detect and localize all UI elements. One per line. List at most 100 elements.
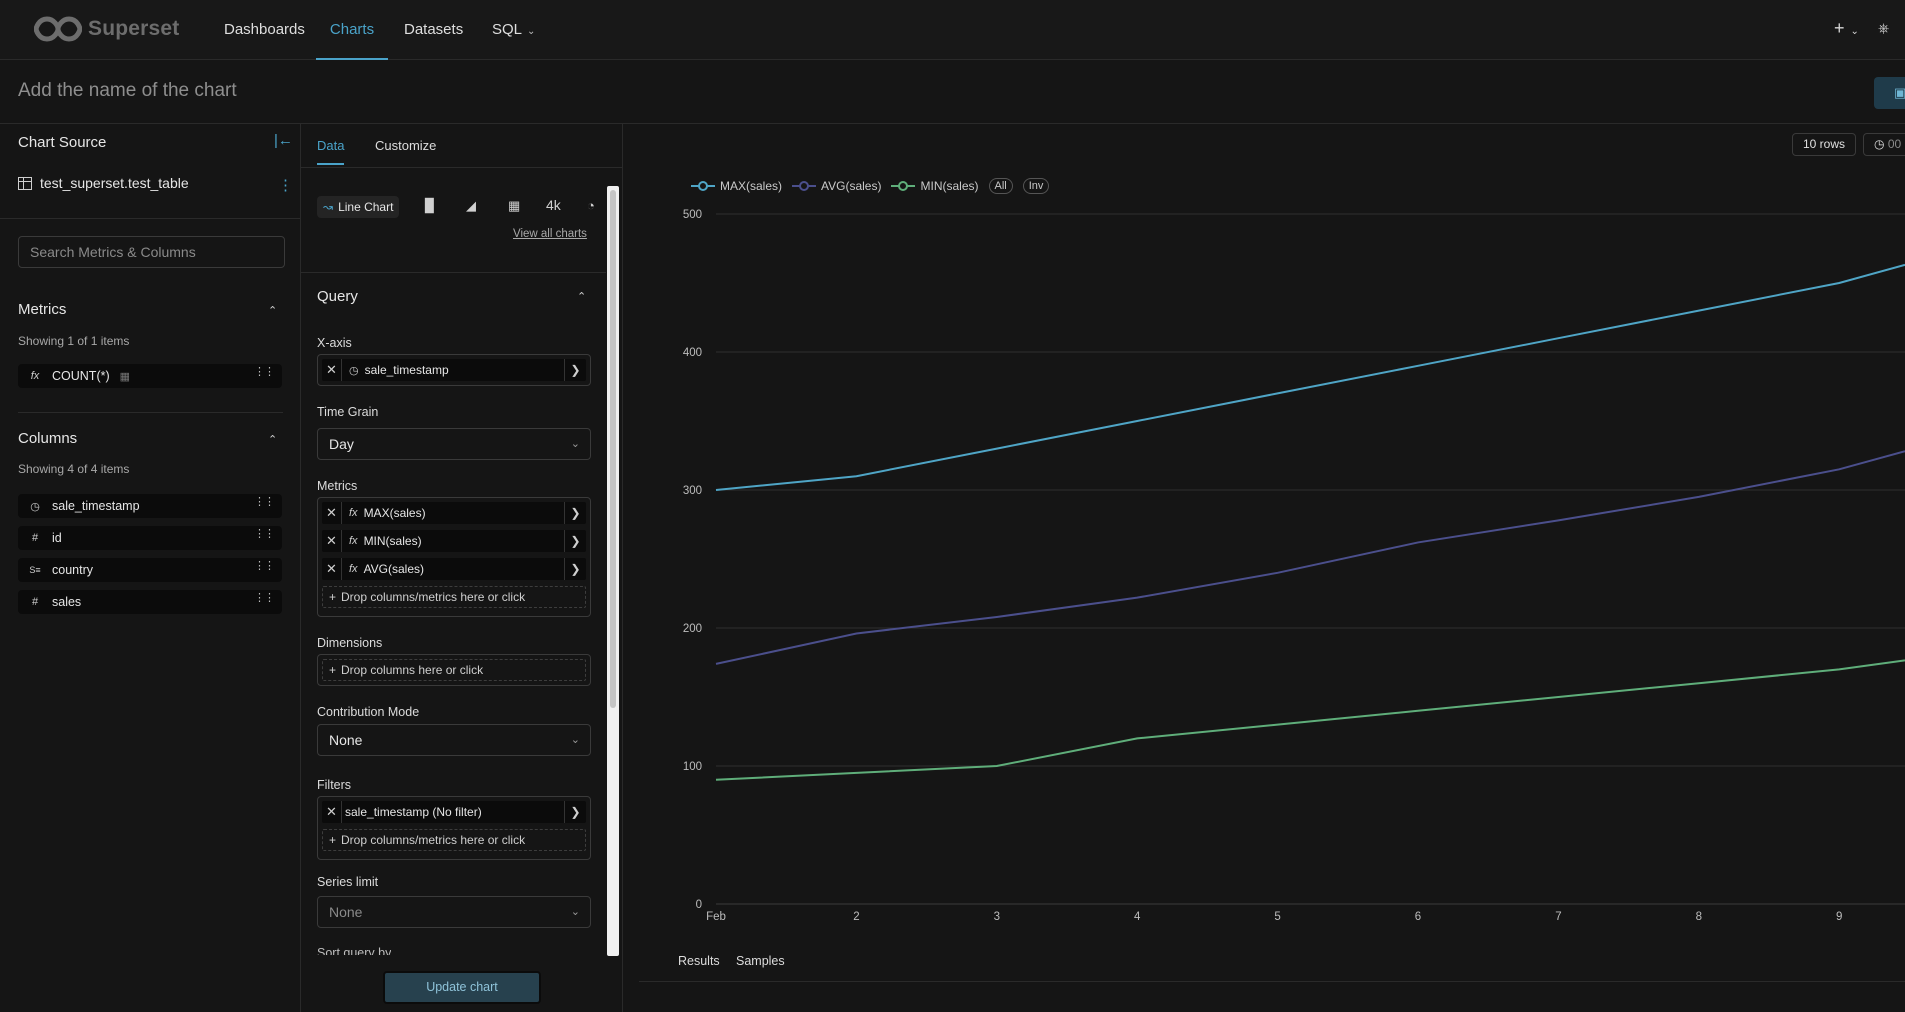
brand-name: Superset bbox=[88, 17, 180, 40]
contribution-mode-value: None bbox=[329, 732, 363, 748]
tab-samples[interactable]: Samples bbox=[736, 954, 785, 968]
nav-sql[interactable]: SQL ⌄ bbox=[492, 0, 535, 60]
line-chart-icon: ↝ bbox=[323, 200, 334, 214]
legend-item-avg[interactable]: AVG(sales) bbox=[792, 179, 881, 193]
dimensions-dropzone[interactable]: + Drop columns here or click bbox=[322, 659, 586, 681]
legend-swatch-dot bbox=[698, 181, 708, 191]
series-limit-label: Series limit bbox=[317, 875, 379, 889]
y-tick-label: 500 bbox=[683, 209, 702, 221]
nav-dashboards[interactable]: Dashboards bbox=[224, 21, 305, 38]
legend-swatch bbox=[891, 181, 916, 191]
y-tick-label: 300 bbox=[683, 485, 702, 497]
function-icon: fx bbox=[349, 563, 358, 575]
y-tick-label: 200 bbox=[683, 623, 702, 635]
chevron-up-icon[interactable]: ⌃ bbox=[268, 434, 278, 446]
bar-chart-icon[interactable]: ▉ bbox=[425, 198, 435, 213]
x-axis-chip[interactable]: ✕ ◷ sale_timestamp ❯ bbox=[322, 359, 586, 381]
chevron-right-icon[interactable]: ❯ bbox=[564, 801, 586, 823]
close-icon[interactable]: ✕ bbox=[322, 558, 342, 580]
pie-chart-icon[interactable]: ◔ bbox=[587, 198, 595, 213]
theme-icon[interactable]: ⎈ bbox=[1878, 20, 1890, 36]
save-button[interactable]: ▣ bbox=[1874, 77, 1905, 109]
metric-chip[interactable]: ✕ fx MIN(sales) ❯ bbox=[322, 530, 586, 552]
chevron-right-icon[interactable]: ❯ bbox=[564, 558, 586, 580]
drag-handle-icon[interactable]: ⋮⋮ bbox=[254, 560, 275, 572]
filters-dropzone[interactable]: + Drop columns/metrics here or click bbox=[322, 829, 586, 851]
drag-handle-icon[interactable]: ⋮⋮ bbox=[254, 528, 275, 540]
metric-chip[interactable]: ✕ fx MAX(sales) ❯ bbox=[322, 502, 586, 524]
column-item[interactable]: S≡ country ⋮⋮ bbox=[18, 558, 282, 582]
query-time-value: 00 bbox=[1887, 137, 1902, 151]
search-input[interactable]: Search Metrics & Columns bbox=[18, 236, 285, 268]
dropzone-hint: Drop columns here or click bbox=[341, 663, 484, 677]
datasource-panel-title: Chart Source bbox=[18, 134, 107, 151]
chevron-right-icon[interactable]: ❯ bbox=[564, 502, 586, 524]
divider bbox=[0, 218, 300, 219]
legend-invert-button[interactable]: Inv bbox=[1022, 178, 1050, 194]
scrollbar-thumb[interactable] bbox=[610, 190, 616, 708]
series-limit-select[interactable]: None ⌄ bbox=[317, 896, 591, 928]
hash-icon: # bbox=[31, 532, 39, 544]
tab-customize[interactable]: Customize bbox=[375, 138, 437, 153]
chevron-right-icon[interactable]: ❯ bbox=[564, 359, 586, 381]
x-axis-label: X-axis bbox=[317, 336, 352, 350]
time-grain-select[interactable]: Day ⌄ bbox=[317, 428, 591, 460]
metric-label: COUNT(*) bbox=[52, 369, 110, 383]
drag-handle-icon[interactable]: ⋮⋮ bbox=[254, 592, 275, 604]
chevron-down-icon: ⌄ bbox=[1850, 26, 1859, 37]
collapse-panel-icon[interactable]: |← bbox=[274, 132, 293, 149]
legend-select-all-button[interactable]: All bbox=[988, 178, 1013, 194]
close-icon[interactable]: ✕ bbox=[322, 530, 342, 552]
chart-name-input[interactable]: Add the name of the chart bbox=[18, 80, 237, 101]
sort-query-by-label: Sort query by bbox=[317, 946, 392, 955]
columns-section-title[interactable]: Columns bbox=[18, 430, 78, 447]
function-icon: fx bbox=[30, 370, 40, 382]
drag-handle-icon[interactable]: ⋮⋮ bbox=[254, 366, 275, 378]
chevron-right-icon[interactable]: ❯ bbox=[564, 530, 586, 552]
series-line bbox=[715, 450, 1905, 665]
chevron-up-icon[interactable]: ⌃ bbox=[577, 291, 587, 303]
nav-charts[interactable]: Charts bbox=[316, 0, 388, 60]
table-chart-icon[interactable]: ▦ bbox=[508, 198, 521, 213]
metrics-section-title[interactable]: Metrics bbox=[18, 301, 67, 318]
viz-line-chart[interactable]: ↝ Line Chart bbox=[317, 196, 400, 218]
update-chart-button[interactable]: Update chart bbox=[383, 971, 541, 1004]
area-chart-icon[interactable]: ◢ bbox=[466, 198, 476, 213]
column-item[interactable]: # sales ⋮⋮ bbox=[18, 590, 282, 614]
dataset-selector[interactable]: test_superset.test_table bbox=[18, 175, 189, 191]
metric-chip[interactable]: ✕ fx AVG(sales) ❯ bbox=[322, 558, 586, 580]
close-icon[interactable]: ✕ bbox=[322, 359, 342, 381]
nav-datasets[interactable]: Datasets bbox=[404, 21, 464, 38]
big-number-icon[interactable]: 4k bbox=[546, 197, 561, 213]
metric-chip-label: MAX(sales) bbox=[363, 506, 426, 520]
close-icon[interactable]: ✕ bbox=[322, 502, 342, 524]
plus-icon: + bbox=[329, 663, 337, 677]
function-icon: fx bbox=[349, 507, 358, 519]
x-tick-label: 9 bbox=[1836, 911, 1842, 923]
metric-item[interactable]: fx COUNT(*) ▦ ⋮⋮ bbox=[18, 364, 282, 388]
more-options-icon[interactable]: ⋮ bbox=[278, 177, 293, 194]
metrics-dropzone[interactable]: + Drop columns/metrics here or click bbox=[322, 586, 586, 608]
filter-chip[interactable]: ✕ sale_timestamp (No filter) ❯ bbox=[322, 801, 586, 823]
legend-label: MIN(sales) bbox=[920, 179, 979, 193]
chevron-down-icon: ⌄ bbox=[527, 26, 536, 37]
plus-icon[interactable]: + ⌄ bbox=[1834, 18, 1859, 38]
tab-results[interactable]: Results bbox=[678, 954, 720, 968]
column-item[interactable]: # id ⋮⋮ bbox=[18, 526, 282, 550]
close-icon[interactable]: ✕ bbox=[322, 801, 342, 823]
legend-item-max[interactable]: MAX(sales) bbox=[691, 179, 782, 193]
drag-handle-icon[interactable]: ⋮⋮ bbox=[254, 496, 275, 508]
legend-swatch-dot bbox=[898, 181, 909, 191]
contribution-mode-select[interactable]: None ⌄ bbox=[317, 724, 591, 756]
tab-data[interactable]: Data bbox=[317, 138, 345, 165]
query-time-badge: ◷ 00 bbox=[1863, 133, 1905, 156]
chevron-up-icon[interactable]: ⌃ bbox=[268, 305, 278, 317]
metrics-control: ✕ fx MAX(sales) ❯ ✕ fx MIN(sales) ❯ ✕ fx… bbox=[317, 497, 591, 617]
superset-logo[interactable]: Superset bbox=[34, 12, 179, 46]
view-all-charts-link[interactable]: View all charts bbox=[513, 228, 587, 240]
filters-control: ✕ sale_timestamp (No filter) ❯ + Drop co… bbox=[317, 796, 591, 860]
query-section-title[interactable]: Query bbox=[317, 288, 358, 305]
legend-item-min[interactable]: MIN(sales) bbox=[891, 179, 979, 193]
chevron-down-icon: ⌄ bbox=[570, 438, 580, 450]
column-item[interactable]: ◷ sale_timestamp ⋮⋮ bbox=[18, 494, 282, 518]
